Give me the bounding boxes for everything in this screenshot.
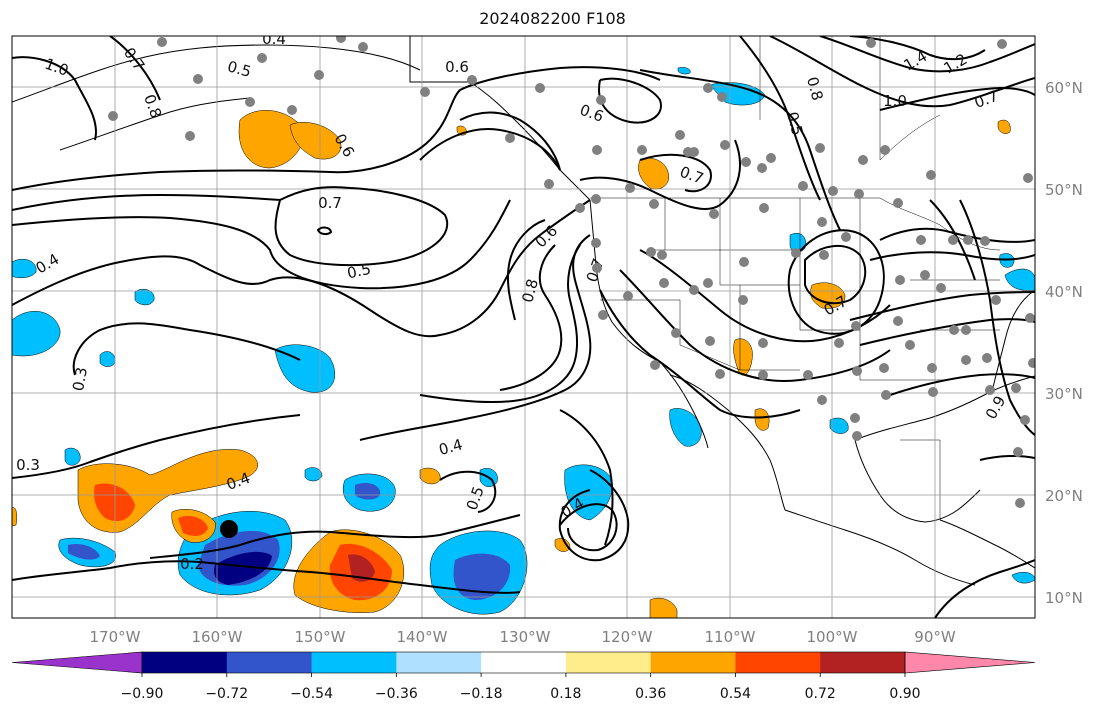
contour-label: 0.4 [437,435,465,459]
station-dots [108,36,1035,508]
contour-label: 0.5 [225,57,253,81]
contour-label: 0.5 [783,110,807,138]
longitude-labels: 170°W 160°W 150°W 140°W 130°W 120°W 110°… [90,628,956,646]
lon-label: 130°W [500,628,551,646]
shaded-anomaly-regions [12,67,1035,618]
colorbar-tick-label: −0.90 [121,686,164,702]
contour-lines [12,36,1035,618]
lon-label: 150°W [295,628,346,646]
colorbar-segment [396,652,482,673]
map-frame [11,35,1036,619]
colorbar-segment [565,652,652,673]
colorbar-tick-label: 0.72 [805,686,836,702]
colorbar-segment [650,652,736,673]
contour-label: 0.3 [16,456,40,474]
colorbar-segment [735,652,821,673]
lat-label: 30°N [1045,385,1083,403]
colorbar-extend-high [904,651,1036,674]
lon-label: 90°W [914,628,956,646]
colorbar-tick-label: 0.18 [550,686,581,702]
latitude-labels: 60°N 50°N 40°N 30°N 20°N 10°N [1045,79,1083,607]
colorbar-tick-label: 0.90 [889,686,920,702]
lon-label: 170°W [90,628,141,646]
graticule [12,36,1035,618]
colorbar-tick-label: −0.36 [375,686,418,702]
colorbar-segment [481,652,567,673]
colorbar-extend-low [11,651,143,674]
contour-label: 0.2 [180,555,204,573]
contour-label: 0.3 [69,366,91,393]
colorbar-border [141,651,906,674]
colorbar-tick-label: 0.54 [720,686,751,702]
coastlines [12,36,1035,586]
storm-center-marker [220,520,238,538]
lon-label: 110°W [705,628,756,646]
lat-label: 20°N [1045,487,1083,505]
lon-label: 120°W [602,628,653,646]
contour-label: 0.5 [345,260,372,283]
colorbar-segment [142,652,228,673]
lat-label: 50°N [1045,181,1083,199]
contour-label: 0.8 [803,75,827,103]
map-title: 2024082200 F108 [479,9,626,28]
colorbar-tick-label: −0.54 [290,686,333,702]
colorbar-segments [11,651,1036,674]
lat-label: 10°N [1045,589,1083,607]
lon-label: 100°W [807,628,858,646]
colorbar-tick-label: −0.18 [460,686,503,702]
lon-label: 140°W [397,628,448,646]
colorbar-ticks: −0.90 −0.72 −0.54 −0.36 −0.18 0.18 0.36 0.54 0.7… [121,673,921,702]
colorbar-segment [311,652,397,673]
contour-label: 0.7 [318,194,342,212]
contour-label: 0.8 [518,277,542,305]
lon-label: 160°W [192,628,243,646]
colorbar-segment [820,652,906,673]
colorbar-segment [226,652,313,673]
contour-label: 1.0 [883,92,907,110]
colorbar-tick-label: −0.72 [205,686,248,702]
lat-label: 60°N [1045,79,1083,97]
contour-label: 0.4 [262,30,286,48]
colorbar-tick-label: 0.36 [635,686,666,702]
colorbar: −0.90 −0.72 −0.54 −0.36 −0.18 0.18 0.36 0.54 0.7… [11,651,1036,702]
contour-label: 0.6 [445,58,469,76]
lat-label: 40°N [1045,283,1083,301]
